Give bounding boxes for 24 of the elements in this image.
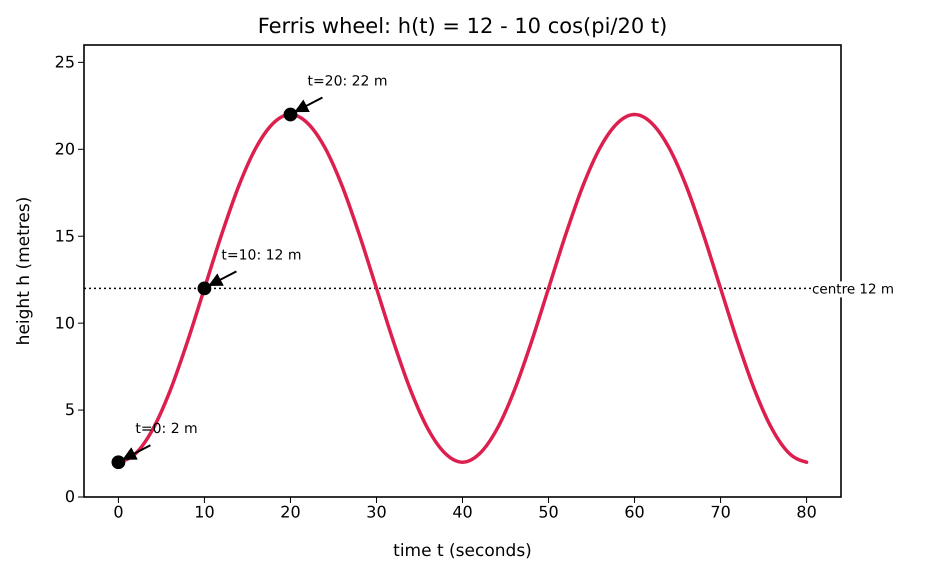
annotation: t=10: 12 m xyxy=(221,247,302,264)
point xyxy=(112,455,126,470)
point xyxy=(198,281,212,296)
y-tick-label: 25 xyxy=(54,52,75,72)
y-tick-label: 15 xyxy=(54,226,75,246)
ref-line-label: centre 12 m xyxy=(812,281,894,298)
x-tick-label: 50 xyxy=(538,502,559,522)
y-tick-label: 0 xyxy=(64,487,75,506)
y-tick-label: 5 xyxy=(64,400,75,420)
chart-title: Ferris wheel: h(t) = 12 - 10 cos(pi/20 t) xyxy=(258,14,668,38)
x-tick-label: 40 xyxy=(452,502,473,522)
y-axis-title: height h (metres) xyxy=(14,196,34,346)
x-tick-label: 20 xyxy=(280,502,301,522)
x-tick-label: 30 xyxy=(366,502,387,522)
x-tick-label: 80 xyxy=(796,502,817,522)
annotation: t=20: 22 m xyxy=(307,74,388,90)
x-tick-label: 0 xyxy=(113,502,124,522)
x-axis-title: time t (seconds) xyxy=(393,541,532,561)
point xyxy=(284,108,298,122)
x-tick-label: 70 xyxy=(710,502,731,522)
y-tick-label: 10 xyxy=(54,313,75,332)
y-tick-label: 20 xyxy=(54,139,75,158)
x-tick-label: 10 xyxy=(194,502,215,522)
x-tick-label: 60 xyxy=(624,502,645,522)
